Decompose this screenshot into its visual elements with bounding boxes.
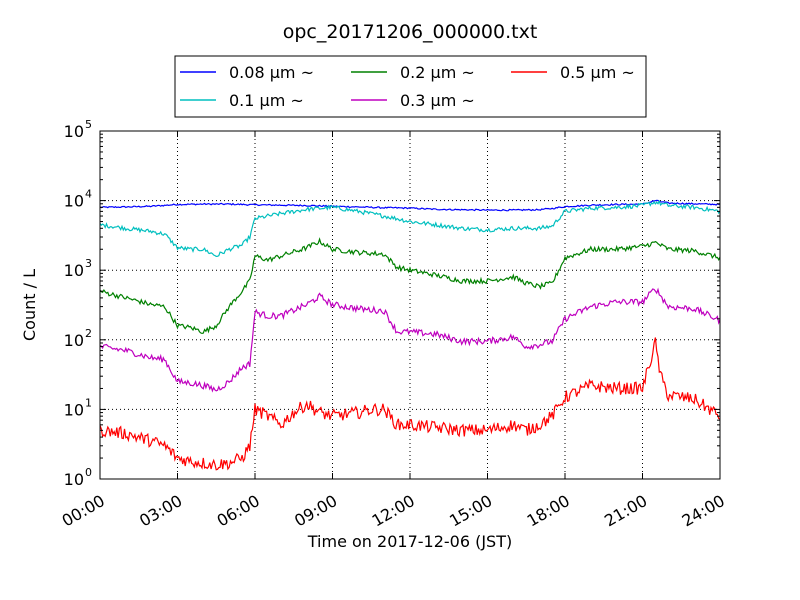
legend-label: 0.5 µm ~: [560, 63, 635, 82]
y-tick-exponent: 1: [85, 396, 92, 409]
series-line: [99, 237, 721, 335]
y-tick-exponent: 3: [85, 257, 92, 270]
y-tick-exponent: 0: [85, 466, 92, 479]
x-tick-label: 15:00: [446, 491, 495, 531]
legend: 0.08 µm ~ 0.1 µm ~ 0.2 µm ~ 0.3 µm ~ 0.5 µm …: [174, 55, 647, 118]
legend-label: 0.2 µm ~: [400, 63, 475, 82]
y-tick-exponent: 4: [85, 188, 92, 201]
series-line: [99, 199, 721, 258]
y-tick-label: 10: [64, 400, 84, 419]
series-line: [99, 287, 721, 393]
y-axis-label: Count / L: [20, 269, 39, 341]
legend-box: [174, 55, 647, 118]
x-tick-label: 24:00: [679, 491, 728, 531]
x-tick-label: 21:00: [601, 491, 650, 531]
y-tick-label: 10: [64, 192, 84, 211]
x-tick-label: 00:00: [59, 491, 108, 531]
legend-label: 0.3 µm ~: [400, 91, 475, 110]
grid: [100, 131, 720, 479]
series-line: [99, 337, 721, 471]
legend-label: 0.1 µm ~: [229, 91, 304, 110]
ticks: 00:00 03:00 06:00 09:00 12:00 15:00 18:00 21:00…: [59, 118, 728, 531]
x-tick-label: 12:00: [369, 491, 418, 531]
y-tick-label: 10: [64, 470, 84, 489]
y-tick-label: 10: [64, 261, 84, 280]
x-axis-label: Time on 2017-12-06 (JST): [307, 532, 512, 551]
x-tick-label: 09:00: [291, 491, 340, 531]
series-layer: [99, 199, 721, 471]
legend-label: 0.08 µm ~: [229, 63, 314, 82]
y-tick-exponent: 5: [85, 118, 92, 131]
y-tick-label: 10: [64, 331, 84, 350]
x-tick-label: 06:00: [214, 491, 263, 531]
chart-title: opc_20171206_000000.txt: [283, 21, 538, 43]
y-tick-exponent: 2: [85, 327, 92, 340]
series-line: [99, 199, 721, 212]
y-tick-label: 10: [64, 122, 84, 141]
x-tick-label: 03:00: [136, 491, 185, 531]
x-tick-label: 18:00: [524, 491, 573, 531]
